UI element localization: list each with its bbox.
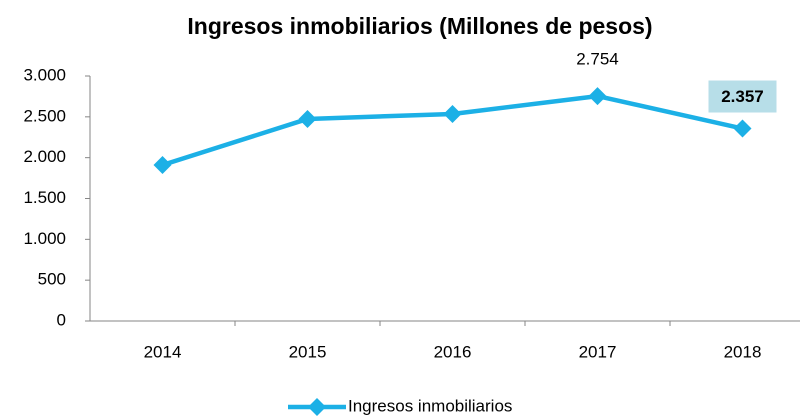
y-tick-label: 1.500 [23,188,66,207]
x-tick-label: 2018 [724,342,762,361]
data-point [153,156,172,175]
data-point [298,109,317,128]
legend-marker [308,398,326,416]
y-tick-label: 2.000 [23,147,66,166]
y-tick-label: 3.000 [23,65,66,84]
value-label: 2.754 [576,50,619,69]
y-tick-label: 1.000 [23,229,66,248]
value-label: 2.357 [721,87,764,106]
data-point [443,104,462,123]
y-tick-label: 2.500 [23,106,66,125]
value-label-box [708,80,777,113]
data-point [733,119,752,138]
x-tick-label: 2015 [289,342,327,361]
legend-label: Ingresos inmobiliarios [348,396,512,415]
y-tick-label: 0 [57,310,66,329]
x-tick-label: 2017 [579,342,617,361]
chart-title: Ingresos inmobiliarios (Millones de peso… [187,13,652,39]
data-point [588,87,607,106]
y-tick-label: 500 [38,270,66,289]
x-tick-label: 2016 [434,342,472,361]
x-tick-label: 2014 [144,342,182,361]
